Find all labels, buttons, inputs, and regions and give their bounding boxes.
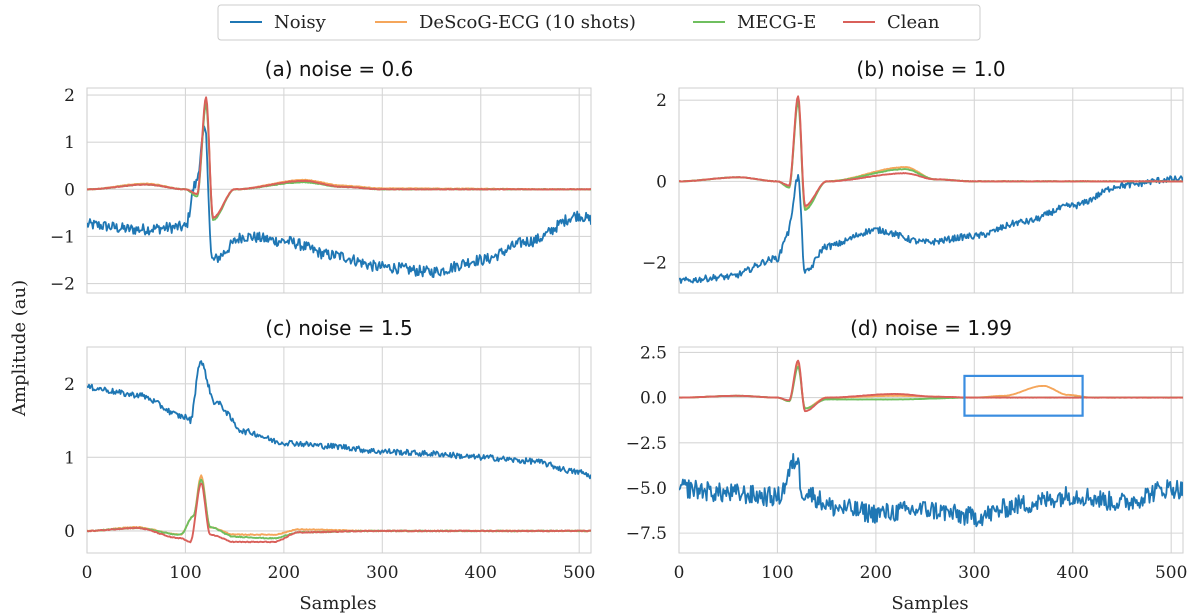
y-tick-label: 0 (64, 180, 75, 200)
y-tick-label: −2.5 (626, 434, 667, 454)
x-tick-label: 400 (465, 563, 497, 583)
series-descog-ecg-10-shots (679, 362, 1183, 410)
legend-entry: DeScoG-ECG (10 shots) (419, 12, 636, 33)
y-tick-label: −5.0 (626, 479, 667, 499)
highlight-box (963, 374, 1084, 417)
axes-frame (86, 87, 592, 294)
series-clean (87, 96, 591, 219)
series-clean (679, 359, 1183, 413)
x-tick-label: 200 (268, 563, 300, 583)
panel-title: (c) noise = 1.5 (265, 316, 412, 340)
y-tick-label: −2 (642, 254, 667, 274)
series-mecg-e (679, 101, 1183, 211)
series-descog-ecg-10-shots (87, 474, 591, 536)
x-tick-label: 100 (761, 563, 793, 583)
axes-frame (678, 87, 1184, 294)
legend-entry: Clean (887, 12, 940, 33)
panel-title: (a) noise = 0.6 (265, 57, 414, 81)
y-axis-label: Amplitude (au) (9, 280, 30, 417)
series-noisy (87, 360, 591, 480)
y-tick-label: −2 (50, 275, 75, 295)
panel-title: (d) noise = 1.99 (850, 316, 1012, 340)
y-tick-label: −1 (50, 227, 75, 247)
x-tick-label: 500 (1155, 563, 1187, 583)
x-axis-label-right: Samples (891, 593, 968, 614)
x-axis-label-left: Samples (299, 593, 376, 614)
y-tick-label: 0 (656, 172, 667, 192)
x-tick-label: 300 (366, 563, 398, 583)
panel-d: 2.5 0.0 −2.5 −5.0 −7.5 0 100 200 300 400 500 (d) no… (626, 316, 1188, 583)
x-tick-label: 0 (674, 563, 685, 583)
x-tick-label: 500 (563, 563, 595, 583)
y-tick-label: −7.5 (626, 524, 667, 544)
x-tick-label: 400 (1057, 563, 1089, 583)
series-mecg-e (679, 365, 1183, 410)
series-noisy (679, 453, 1183, 528)
panel-a: −2 −1 0 1 2 (a) noise = 0.6 (50, 57, 592, 295)
series-noisy (679, 174, 1183, 284)
y-tick-label: 2 (64, 375, 75, 395)
series-clean (679, 95, 1183, 207)
x-tick-label: 200 (860, 563, 892, 583)
x-tick-label: 100 (169, 563, 201, 583)
panel-title: (b) noise = 1.0 (856, 57, 1005, 81)
x-tick-label: 300 (958, 563, 990, 583)
series-descog-ecg-10-shots (679, 96, 1183, 209)
series-clean (87, 482, 591, 544)
panel-c: 0 1 2 0 100 200 300 400 500 (c) noise = 1.5 (64, 316, 595, 583)
y-tick-label: 2 (656, 91, 667, 111)
y-tick-label: 0.0 (640, 389, 667, 409)
y-tick-label: 2 (64, 86, 75, 106)
y-tick-label: 0 (64, 522, 75, 542)
legend-frame (217, 4, 981, 41)
y-tick-label: 1 (64, 448, 75, 468)
legend: Noisy DeScoG-ECG (10 shots) MECG-E Clean (217, 4, 981, 41)
legend-entry: Noisy (274, 12, 327, 33)
y-tick-label: 1 (64, 133, 75, 153)
series-noisy (87, 125, 591, 278)
legend-entry: MECG-E (737, 12, 816, 33)
panel-b: −2 0 2 (b) noise = 1.0 (642, 57, 1184, 294)
axes-frame (678, 346, 1184, 554)
y-tick-label: 2.5 (640, 343, 667, 363)
series-mecg-e (87, 103, 591, 221)
series-descog-ecg-10-shots (87, 101, 591, 219)
axes-frame (86, 346, 592, 554)
x-tick-label: 0 (82, 563, 93, 583)
